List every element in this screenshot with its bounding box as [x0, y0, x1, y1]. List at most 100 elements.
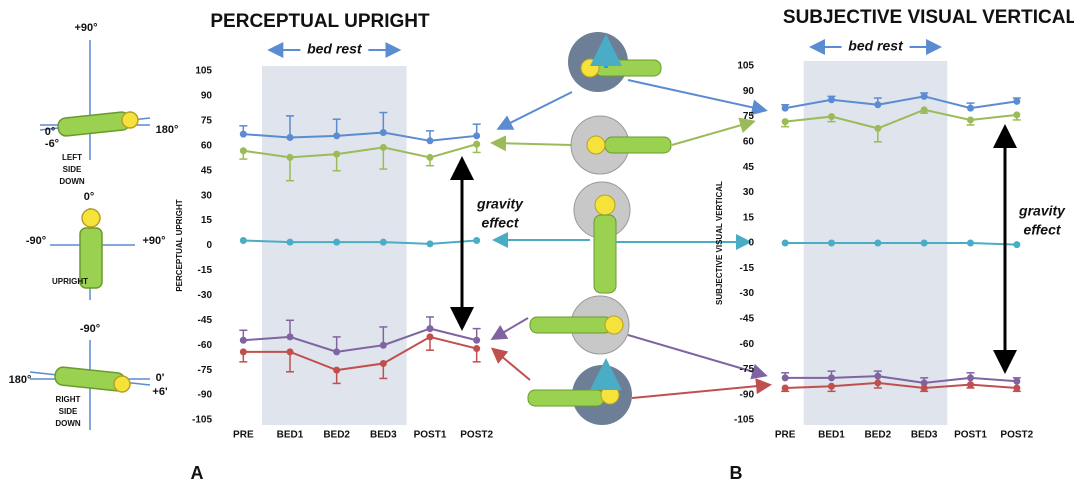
data-point [967, 104, 974, 112]
orientation-label: LEFT [62, 153, 82, 162]
data-point [828, 113, 835, 121]
x-tick-label: PRE [775, 430, 796, 441]
data-point [426, 153, 434, 161]
angle-label: -6° [45, 138, 59, 150]
data-point [286, 238, 294, 246]
orientation-label: SIDE [59, 407, 78, 416]
data-point [379, 128, 387, 136]
data-point [426, 325, 434, 333]
data-point [828, 374, 835, 382]
y-tick-label: 60 [743, 136, 755, 147]
bed-rest-label-bg [841, 38, 910, 56]
y-tick-label: 0 [206, 240, 212, 251]
data-point [333, 348, 341, 356]
data-point [781, 374, 789, 382]
data-point [920, 106, 928, 114]
y-tick-label: 0 [748, 238, 754, 249]
series-line [785, 375, 1017, 384]
orientation-label: UPRIGHT [52, 277, 88, 286]
data-point [781, 239, 789, 247]
data-point [379, 238, 387, 246]
gravity-label: effect [481, 215, 519, 231]
data-point [333, 366, 341, 374]
y-tick-label: 75 [201, 115, 213, 126]
data-point [426, 137, 434, 145]
data-point [1013, 111, 1021, 119]
x-tick-label: POST1 [954, 430, 987, 441]
y-tick-label: -90 [740, 389, 755, 400]
data-point [379, 143, 387, 151]
orientation-label: DOWN [55, 419, 81, 428]
y-tick-label: -30 [198, 290, 213, 301]
data-point [1013, 384, 1021, 392]
data-point [828, 382, 835, 390]
y-tick-label: -15 [198, 265, 213, 276]
x-tick-label: BED1 [818, 430, 845, 441]
y-tick-label: 45 [743, 162, 755, 173]
y-tick-label: -30 [740, 288, 755, 299]
x-tick-label: PRE [233, 430, 254, 441]
data-point [828, 239, 835, 247]
series-line [243, 239, 477, 245]
angle-label: 180° [9, 374, 32, 386]
bed-rest-label: bed rest [848, 38, 904, 54]
y-tick-label: -75 [740, 364, 755, 375]
y-tick-label: -75 [198, 365, 213, 376]
data-point [239, 147, 247, 155]
data-point [1013, 241, 1021, 249]
angle-label: 0° [84, 191, 95, 203]
data-point [473, 336, 481, 344]
data-point [426, 333, 434, 341]
data-point [286, 133, 294, 141]
series-line [243, 335, 477, 372]
data-point [473, 345, 481, 353]
angle-label: 0' [156, 372, 165, 384]
orientation-label: SIDE [63, 165, 82, 174]
gravity-label: gravity [1018, 203, 1066, 219]
x-tick-label: BED3 [370, 430, 397, 441]
y-tick-label: 30 [743, 187, 755, 198]
y-axis-title: PERCEPTUAL UPRIGHT [175, 199, 184, 291]
data-point [286, 153, 294, 161]
series-line [243, 131, 477, 142]
data-point [874, 124, 882, 132]
series-line [243, 327, 477, 353]
data-point [781, 118, 789, 126]
data-point [1013, 377, 1021, 385]
data-point [920, 92, 928, 100]
data-point [1013, 97, 1021, 105]
x-tick-label: POST2 [460, 430, 493, 441]
data-point [239, 130, 247, 138]
y-tick-label: 105 [737, 61, 754, 72]
angle-label: +90° [74, 22, 97, 34]
data-point [473, 132, 481, 140]
y-tick-label: -45 [740, 313, 755, 324]
data-point [828, 96, 835, 104]
y-tick-label: 60 [201, 140, 213, 151]
gravity-label: effect [1023, 222, 1061, 238]
data-point [781, 384, 789, 392]
data-point [920, 379, 928, 387]
data-point [473, 140, 481, 148]
y-tick-label: 90 [743, 86, 755, 97]
panel-label: A [191, 463, 204, 483]
posture-icons [527, 32, 672, 425]
data-point [333, 238, 341, 246]
y-tick-label: 45 [201, 165, 213, 176]
y-tick-label: -45 [198, 315, 213, 326]
data-point [286, 333, 294, 341]
data-point [333, 132, 341, 140]
x-tick-label: BED2 [864, 430, 891, 441]
series-line [243, 143, 477, 159]
y-tick-label: 75 [743, 111, 755, 122]
angle-label: +90° [142, 235, 165, 247]
panel-label: B [730, 463, 743, 483]
connector-arrows [490, 79, 772, 399]
orientation-label: RIGHT [56, 395, 81, 404]
data-point [967, 116, 974, 124]
data-point [286, 348, 294, 356]
series-line [784, 95, 1017, 110]
series-line [785, 108, 1017, 130]
y-tick-label: -60 [740, 339, 755, 350]
